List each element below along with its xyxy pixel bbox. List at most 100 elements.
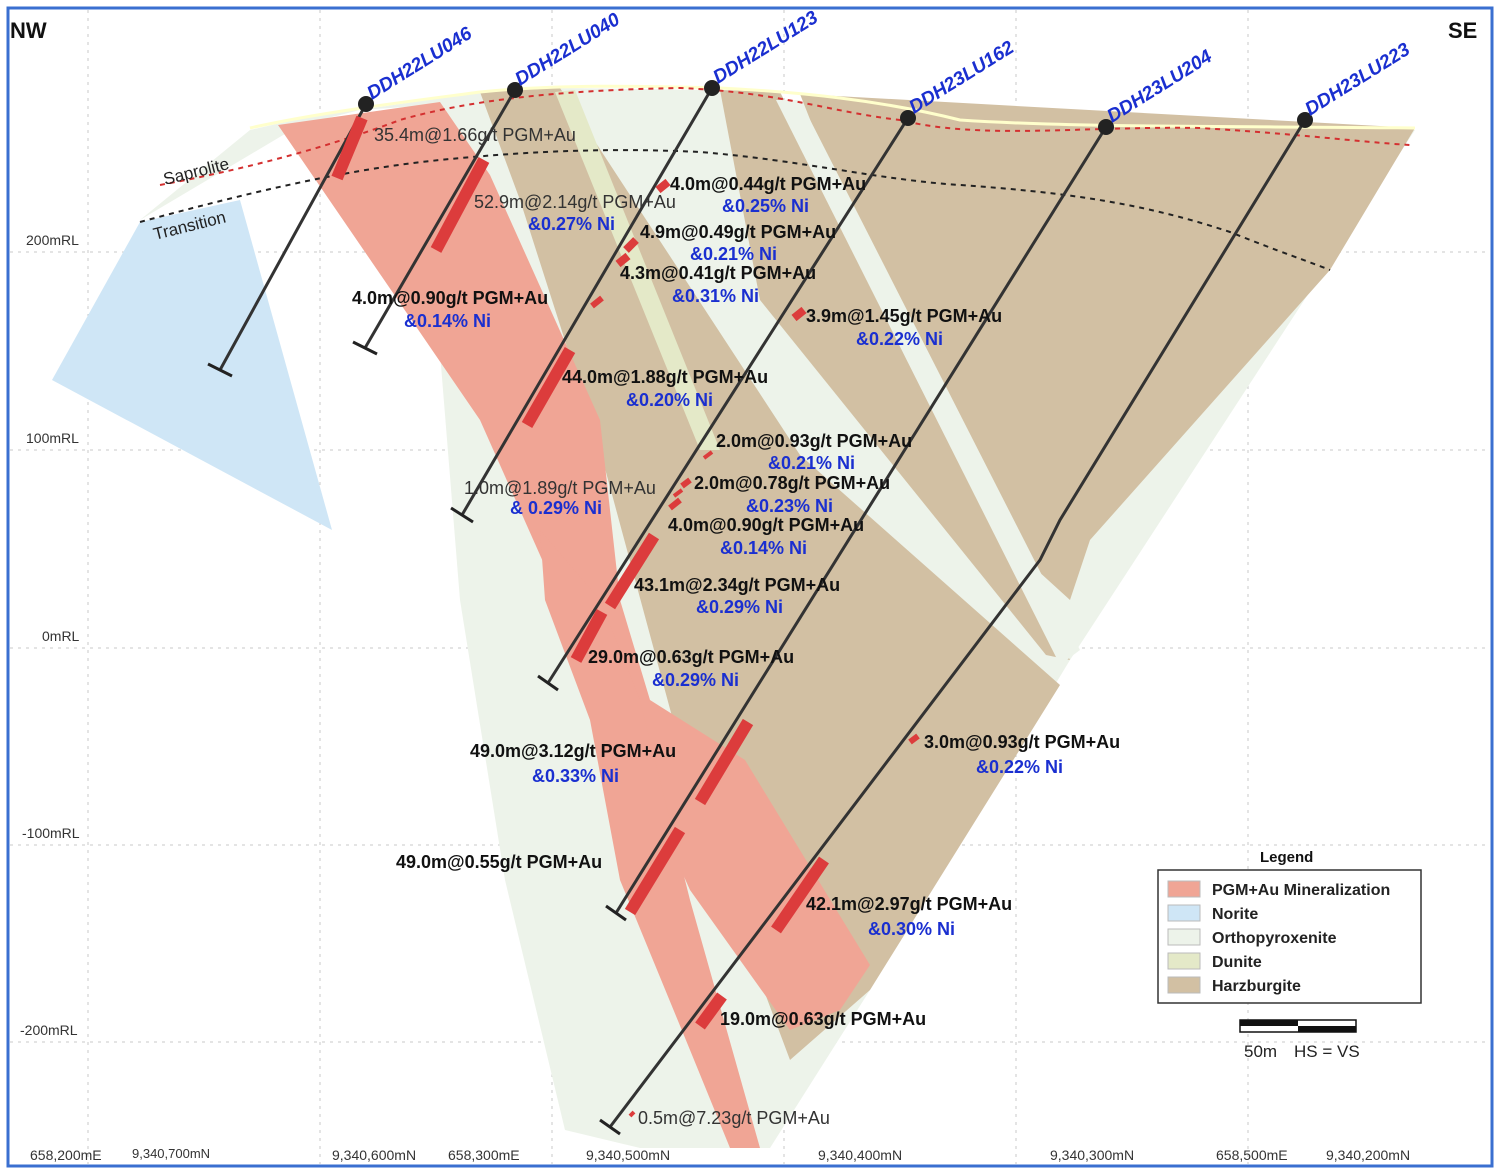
- intercept-bar-7: [791, 306, 807, 322]
- bottom-tick-2: 9,340,700mN: [132, 1146, 210, 1161]
- intercept-labels: 35.4m@1.66g/t PGM+Au 52.9m@2.14g/t PGM+A…: [352, 125, 1120, 1128]
- dunite-band: [555, 90, 720, 450]
- mineralization-upper: [278, 102, 870, 1030]
- collar-4: [900, 110, 916, 126]
- bottom-tick-9: 9,340,200mN: [1326, 1147, 1410, 1163]
- intercept-grade-9: 2.0m@0.93g/t PGM+Au: [716, 431, 912, 451]
- legend-swatch-3: [1167, 928, 1201, 946]
- collar-5: [1098, 119, 1114, 135]
- rl-label-0: 0mRL: [42, 628, 80, 644]
- rl-label-100: 100mRL: [26, 430, 79, 446]
- intercept-ni-12: &0.14% Ni: [720, 538, 807, 558]
- legend-title: Legend: [1260, 849, 1313, 866]
- bottom-tick-5: 9,340,500mN: [586, 1147, 670, 1163]
- legend-label-3: Orthopyroxenite: [1212, 930, 1337, 947]
- intercept-grade-17: 49.0m@0.55g/t PGM+Au: [396, 852, 602, 872]
- geology-units: [52, 88, 1415, 1148]
- topography-line: [249, 84, 1416, 130]
- intercept-bar-3: [655, 178, 671, 194]
- intercept-bar-10: [672, 488, 684, 498]
- intercept-bar-15: [694, 718, 754, 806]
- bottom-tick-8: 658,500mE: [1216, 1147, 1288, 1163]
- intercept-grade-4: 4.9m@0.49g/t PGM+Au: [640, 222, 836, 242]
- legend-swatch-4: [1167, 952, 1201, 970]
- legend-label-4: Dunite: [1212, 954, 1262, 971]
- orientation-right-label: SE: [1448, 18, 1477, 43]
- intercept-bars: [331, 115, 920, 1118]
- collar-6: [1297, 112, 1313, 128]
- bottom-tick-4: 658,300mE: [448, 1147, 520, 1163]
- drillhole-trace-3: [460, 87, 714, 516]
- intercept-grade-10: 1.0m@1.89g/t PGM+Au: [464, 478, 656, 498]
- intercept-ni-9: &0.21% Ni: [768, 453, 855, 473]
- drillhole-trace-5: [614, 126, 1108, 914]
- intercept-ni-13: &0.29% Ni: [696, 597, 783, 617]
- intercept-grade-14: 29.0m@0.63g/t PGM+Au: [588, 647, 794, 667]
- legend-label-5: Harzburgite: [1212, 978, 1301, 995]
- intercept-bar-18: [771, 856, 829, 934]
- intercept-ni-14: &0.29% Ni: [652, 670, 739, 690]
- intercept-bar-20: [628, 1110, 636, 1118]
- intercept-grade-16: 3.0m@0.93g/t PGM+Au: [924, 732, 1120, 752]
- intercept-grade-8: 44.0m@1.88g/t PGM+Au: [562, 367, 768, 387]
- intercept-grade-15: 49.0m@3.12g/t PGM+Au: [470, 741, 676, 761]
- bottom-tick-6: 9,340,400mN: [818, 1147, 902, 1163]
- intercept-grade-13: 43.1m@2.34g/t PGM+Au: [634, 575, 840, 595]
- intercept-grade-6: 4.0m@0.90g/t PGM+Au: [352, 288, 548, 308]
- bottom-tick-1: 658,200mE: [30, 1147, 102, 1163]
- intercept-bar-6: [590, 295, 604, 309]
- mineralization-lower: [540, 530, 760, 1148]
- rl-label-minus100: -100mRL: [22, 825, 80, 841]
- intercept-grade-19: 19.0m@0.63g/t PGM+Au: [720, 1009, 926, 1029]
- intercept-ni-6: &0.14% Ni: [404, 311, 491, 331]
- intercept-bar-12: [668, 497, 682, 511]
- intercept-bar-9: [702, 450, 714, 460]
- intercept-ni-11: &0.23% Ni: [746, 496, 833, 516]
- scale-bar: 50m HS = VS: [1239, 1019, 1360, 1061]
- legend-swatch-5: [1167, 976, 1201, 994]
- harzburgite-unit-main: [480, 88, 1060, 1060]
- intercept-ni-4: &0.21% Ni: [690, 244, 777, 264]
- legend-swatch-2: [1167, 904, 1201, 922]
- intercept-bar-11: [680, 477, 692, 489]
- bottom-tick-3: 9,340,600mN: [332, 1147, 416, 1163]
- intercept-grade-20: 0.5m@7.23g/t PGM+Au: [638, 1108, 830, 1128]
- drillholes: [218, 87, 1307, 1128]
- scale-bar-segment-1: [1240, 1020, 1298, 1026]
- intercept-ni-10: & 0.29% Ni: [510, 498, 602, 518]
- transition-line: [139, 149, 1331, 271]
- intercept-ni-16: &0.22% Ni: [976, 757, 1063, 777]
- legend-swatch-1: [1167, 880, 1201, 898]
- intercept-grade-12: 4.0m@0.90g/t PGM+Au: [668, 515, 864, 535]
- intercept-ni-7: &0.22% Ni: [856, 329, 943, 349]
- intercept-ni-8: &0.20% Ni: [626, 390, 713, 410]
- end-tick-1: [207, 362, 233, 378]
- norite-unit: [52, 200, 332, 530]
- rl-label-minus200: -200mRL: [20, 1022, 78, 1038]
- orthopyroxenite-band-east: [776, 100, 1080, 665]
- intercept-grade-11: 2.0m@0.78g/t PGM+Au: [694, 473, 890, 493]
- harzburgite-unit-far-east: [800, 94, 1415, 600]
- legend-label-1: PGM+Au Mineralization: [1212, 882, 1390, 899]
- drillhole-trace-4: [546, 117, 910, 684]
- intercept-bar-16: [908, 733, 920, 745]
- intercept-bar-2: [430, 157, 490, 253]
- scale-bar-segment-2: [1298, 1026, 1356, 1032]
- intercept-bar-14: [570, 609, 608, 663]
- intercept-bar-1: [331, 115, 368, 181]
- drillhole-collars: [358, 80, 1313, 135]
- intercept-ni-18: &0.30% Ni: [868, 919, 955, 939]
- intercept-ni-3: &0.25% Ni: [722, 196, 809, 216]
- collar-3: [704, 80, 720, 96]
- drillhole-ends: [207, 340, 627, 1136]
- scale-bar-note: HS = VS: [1294, 1042, 1360, 1061]
- intercept-ni-15: &0.33% Ni: [532, 766, 619, 786]
- intercept-grade-2: 52.9m@2.14g/t PGM+Au: [474, 192, 676, 212]
- end-tick-2: [352, 340, 378, 356]
- intercept-ni-5: &0.31% Ni: [672, 286, 759, 306]
- bottom-tick-7: 9,340,300mN: [1050, 1147, 1134, 1163]
- end-tick-5: [605, 904, 627, 922]
- rl-label-200: 200mRL: [26, 232, 79, 248]
